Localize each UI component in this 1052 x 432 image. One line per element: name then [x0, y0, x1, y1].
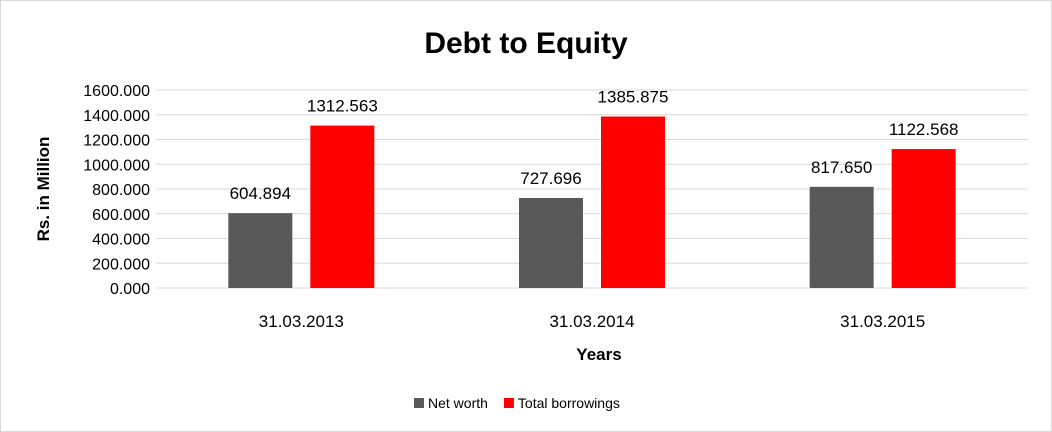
data-labels: 604.894 1312.563 727.696 1385.875 817.650 112…: [230, 87, 959, 203]
bar-net-worth: [809, 186, 874, 288]
bar-net-worth: [228, 213, 293, 288]
chart-title: Debt to Equity: [424, 27, 628, 60]
y-tick-label: 1200.000: [83, 133, 150, 150]
y-axis-title: Rs. in Million: [34, 137, 53, 242]
y-tick-label: 0.000: [110, 281, 150, 298]
bar-net-worth: [519, 197, 583, 288]
y-tick-label: 600.000: [92, 207, 150, 224]
data-label: 1122.568: [889, 120, 959, 139]
x-category-label: 31.03.2013: [259, 312, 344, 331]
legend-swatch: [414, 398, 424, 408]
bars: [228, 116, 956, 288]
y-tick-label: 200.000: [92, 256, 150, 273]
data-label: 727.696: [520, 169, 581, 188]
data-label: 604.894: [230, 184, 291, 203]
legend-swatch: [503, 398, 514, 408]
bar-total-borrowings: [310, 125, 375, 288]
data-label: 1312.563: [307, 97, 378, 116]
y-tick-label: 1400.000: [83, 108, 150, 125]
legend: Net worth Total borrowings: [414, 395, 620, 411]
x-category-label: 31.03.2014: [549, 312, 634, 331]
data-label: 1385.875: [598, 87, 669, 106]
x-axis-title: Years: [576, 345, 621, 364]
x-category-label: 31.03.2015: [840, 312, 925, 331]
gridlines: [156, 89, 1028, 289]
y-tick-label: 400.000: [92, 232, 150, 249]
y-tick-label: 1000.000: [83, 157, 150, 174]
bar-total-borrowings: [891, 149, 956, 288]
data-label: 817.650: [811, 158, 872, 177]
legend-label: Total borrowings: [518, 395, 620, 411]
y-tick-label: 800.000: [92, 182, 150, 199]
bar-total-borrowings: [601, 116, 665, 288]
legend-label: Net worth: [428, 395, 488, 411]
y-axis-ticks: 0.000 200.000 400.000 600.000 800.000 1000.00…: [83, 83, 150, 298]
x-axis-categories: 31.03.2013 31.03.2014 31.03.2015: [259, 312, 925, 331]
y-tick-label: 1600.000: [83, 83, 150, 100]
